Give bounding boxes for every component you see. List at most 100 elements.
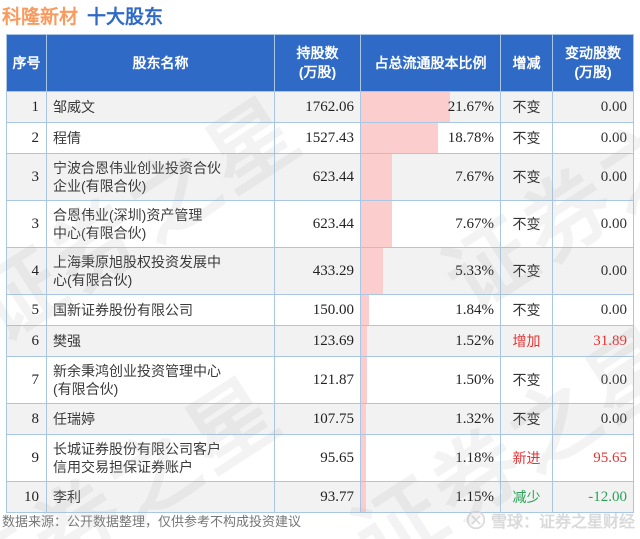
rank-cell: 2	[6, 122, 47, 154]
rank-cell: 3	[6, 153, 47, 201]
rank-cell: 6	[6, 325, 47, 357]
change-shares: 31.89	[552, 325, 634, 357]
shareholder-name: 新余秉鸿创业投资管理中心 (有限合伙)	[46, 356, 275, 404]
change-direction: 不变	[500, 356, 553, 404]
pct-of-float: 1.18%	[360, 434, 501, 482]
pct-of-float: 1.15%	[360, 481, 501, 513]
column-header: 股东名称	[46, 34, 275, 92]
column-header: 持股数 (万股)	[274, 34, 361, 92]
change-shares: 0.00	[552, 294, 634, 326]
change-direction: 不变	[500, 403, 553, 435]
rank-cell: 8	[6, 403, 47, 435]
pct-of-float: 1.52%	[360, 325, 501, 357]
pct-bar	[361, 295, 369, 325]
shares-held: 1762.06	[274, 91, 361, 123]
table-row: 7 新余秉鸿创业投资管理中心 (有限合伙) 121.87 1.50% 不变 0.00	[6, 356, 634, 404]
change-shares: -12.00	[552, 481, 634, 513]
table-row: 2 程倩 1527.43 18.78% 不变 0.00	[6, 122, 634, 154]
column-header: 占总流通股本比例	[360, 34, 501, 92]
change-shares: 0.00	[552, 356, 634, 404]
change-direction: 增加	[500, 325, 553, 357]
change-shares: 95.65	[552, 434, 634, 482]
change-shares: 0.00	[552, 247, 634, 295]
rank-cell: 10	[6, 481, 47, 513]
rank-cell: 5	[6, 294, 47, 326]
table-row: 6 樊强 123.69 1.52% 增加 31.89	[6, 325, 634, 357]
shareholder-name: 上海秉原旭股权投资发展中 心(有限合伙)	[46, 247, 275, 295]
shares-held: 107.75	[274, 403, 361, 435]
table-row: 9 长城证券股份有限公司客户 信用交易担保证券账户 95.65 1.18% 新进 95.6…	[6, 434, 634, 482]
pct-bar	[361, 201, 393, 247]
shares-held: 121.87	[274, 356, 361, 404]
pct-of-float: 7.67%	[360, 153, 501, 201]
change-direction: 不变	[500, 153, 553, 201]
table-row: 3 宁波合恩伟业创业投资合伙 企业(有限合伙) 623.44 7.67% 不变 0.00	[6, 153, 634, 201]
pct-bar	[361, 123, 438, 153]
table-row: 10 李利 93.77 1.15% 减少 -12.00	[6, 481, 634, 513]
shareholder-name: 长城证券股份有限公司客户 信用交易担保证券账户	[46, 434, 275, 482]
rank-cell: 1	[6, 91, 47, 123]
shareholder-name: 程倩	[46, 122, 275, 154]
table-row: 8 任瑞婷 107.75 1.32% 不变 0.00	[6, 403, 634, 435]
title-suffix: 十大股东	[87, 7, 164, 28]
shares-held: 93.77	[274, 481, 361, 513]
shareholder-name: 樊强	[46, 325, 275, 357]
shareholder-name: 宁波合恩伟业创业投资合伙 企业(有限合伙)	[46, 153, 275, 201]
page-title: 科隆新材 十大股东	[0, 0, 640, 30]
pct-of-float: 1.32%	[360, 403, 501, 435]
table-row: 1 邹威文 1762.06 21.67% 不变 0.00	[6, 91, 634, 123]
shares-held: 1527.43	[274, 122, 361, 154]
change-shares: 0.00	[552, 200, 634, 248]
pct-bar	[361, 154, 393, 200]
rank-cell: 9	[6, 434, 47, 482]
pct-bar	[361, 435, 366, 481]
table-body: 1 邹威文 1762.06 21.67% 不变 0.00 2 程倩 1527.43 18.78% 不…	[6, 91, 634, 513]
pct-bar	[361, 404, 367, 434]
shares-held: 433.29	[274, 247, 361, 295]
shareholder-name: 任瑞婷	[46, 403, 275, 435]
shareholder-name: 合恩伟业(深圳)资产管理 中心(有限合伙)	[46, 200, 275, 248]
change-direction: 减少	[500, 481, 553, 513]
rank-cell: 7	[6, 356, 47, 404]
pct-bar	[361, 326, 368, 356]
data-source-note: 数据来源：公开数据整理，仅供参考不构成投资建议	[2, 513, 302, 529]
column-header: 变动股数 (万股)	[552, 34, 634, 92]
pct-of-float: 21.67%	[360, 91, 501, 123]
change-shares: 0.00	[552, 403, 634, 435]
pct-bar	[361, 248, 383, 294]
table-header: 序号 股东名称 持股数 (万股) 占总流通股本比例 增减 变动股数 (万股)	[6, 34, 634, 92]
change-direction: 不变	[500, 294, 553, 326]
shares-held: 150.00	[274, 294, 361, 326]
rank-cell: 4	[6, 247, 47, 295]
shareholder-name: 李利	[46, 481, 275, 513]
change-shares: 0.00	[552, 91, 634, 123]
pct-of-float: 7.67%	[360, 200, 501, 248]
column-header: 序号	[6, 34, 47, 92]
brand-text: 雪球：证券之星财经	[490, 514, 635, 531]
pct-of-float: 1.84%	[360, 294, 501, 326]
pct-of-float: 5.33%	[360, 247, 501, 295]
table-row: 4 上海秉原旭股权投资发展中 心(有限合伙) 433.29 5.33% 不变 0.00	[6, 247, 634, 295]
change-direction: 新进	[500, 434, 553, 482]
header-row: 序号 股东名称 持股数 (万股) 占总流通股本比例 增减 变动股数 (万股)	[6, 34, 634, 92]
shares-held: 623.44	[274, 200, 361, 248]
pct-of-float: 1.50%	[360, 356, 501, 404]
pct-of-float: 18.78%	[360, 122, 501, 154]
shareholder-name: 国新证券股份有限公司	[46, 294, 275, 326]
stock-name: 科隆新材	[2, 7, 79, 28]
xueqiu-logo-icon	[466, 510, 486, 530]
change-direction: 不变	[500, 122, 553, 154]
change-direction: 不变	[500, 247, 553, 295]
table-row: 5 国新证券股份有限公司 150.00 1.84% 不变 0.00	[6, 294, 634, 326]
change-shares: 0.00	[552, 122, 634, 154]
brand-watermark: 雪球：证券之星财经	[466, 508, 635, 532]
change-direction: 不变	[500, 200, 553, 248]
rank-cell: 3	[6, 200, 47, 248]
shares-held: 95.65	[274, 434, 361, 482]
change-direction: 不变	[500, 91, 553, 123]
pct-bar	[361, 357, 368, 403]
pct-bar	[361, 92, 450, 122]
column-header: 增减	[500, 34, 553, 92]
table-row: 3 合恩伟业(深圳)资产管理 中心(有限合伙) 623.44 7.67% 不变 0.00	[6, 200, 634, 248]
